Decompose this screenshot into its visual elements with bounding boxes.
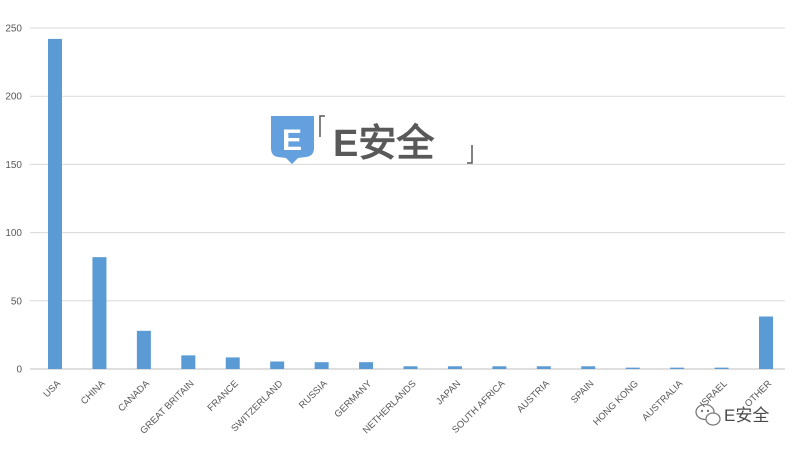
y-tick-label: 150: [5, 160, 22, 171]
bar-netherlands: [403, 366, 418, 369]
x-tick-label: HONG KONG: [591, 378, 641, 428]
y-tick-label: 100: [5, 228, 22, 239]
x-tick-label: JAPAN: [434, 378, 463, 407]
watermark-logo-letter: E: [282, 124, 302, 157]
x-tick-label: RUSSIA: [297, 378, 330, 411]
bar-south-africa: [492, 366, 507, 369]
y-tick-label: 50: [11, 296, 23, 307]
y-tick-label: 0: [16, 365, 22, 376]
watermark-logo: E E安全: [271, 115, 473, 165]
bar-israel: [714, 367, 729, 369]
x-tick-label: USA: [42, 378, 64, 400]
source-badge-text: E安全: [724, 406, 769, 425]
gridlines: [30, 27, 785, 370]
y-tick-label: 200: [5, 92, 22, 103]
x-tick-label: GERMANY: [332, 378, 374, 420]
x-tick-label: CHINA: [79, 378, 108, 407]
bars: [48, 38, 773, 370]
x-tick-label: AUSTRIA: [515, 378, 552, 415]
x-tick-label: OTHER: [743, 378, 774, 409]
x-tick-label: FRANCE: [205, 378, 240, 413]
bar-china: [92, 257, 107, 369]
y-tick-label: 250: [5, 24, 22, 35]
y-tick-labels: 0 50 100 150 200 250: [5, 24, 22, 376]
watermark-bracket-right: [467, 145, 473, 164]
wechat-icon: [695, 403, 721, 426]
bar-other: [759, 316, 773, 369]
watermark-bracket-left: [319, 115, 325, 137]
bar-austria: [536, 366, 551, 369]
bar-russia: [314, 362, 329, 369]
bar-usa: [48, 38, 62, 370]
bar-japan: [447, 366, 462, 369]
x-tick-label: SPAIN: [569, 378, 597, 406]
bar-hong-kong: [625, 367, 640, 369]
bar-spain: [581, 366, 596, 369]
bar-germany: [359, 362, 374, 369]
bar-canada: [136, 330, 151, 369]
bar-australia: [670, 367, 685, 369]
bar-france: [225, 357, 240, 369]
source-badge: E安全: [695, 403, 769, 426]
x-tick-label: CANADA: [116, 378, 152, 414]
watermark-shield-icon: E: [271, 116, 314, 164]
bar-great-britain: [181, 355, 196, 369]
bar-switzerland: [270, 361, 285, 369]
watermark-logo-text: E安全: [333, 122, 435, 165]
x-tick-label: AUSTRALIA: [640, 378, 686, 424]
